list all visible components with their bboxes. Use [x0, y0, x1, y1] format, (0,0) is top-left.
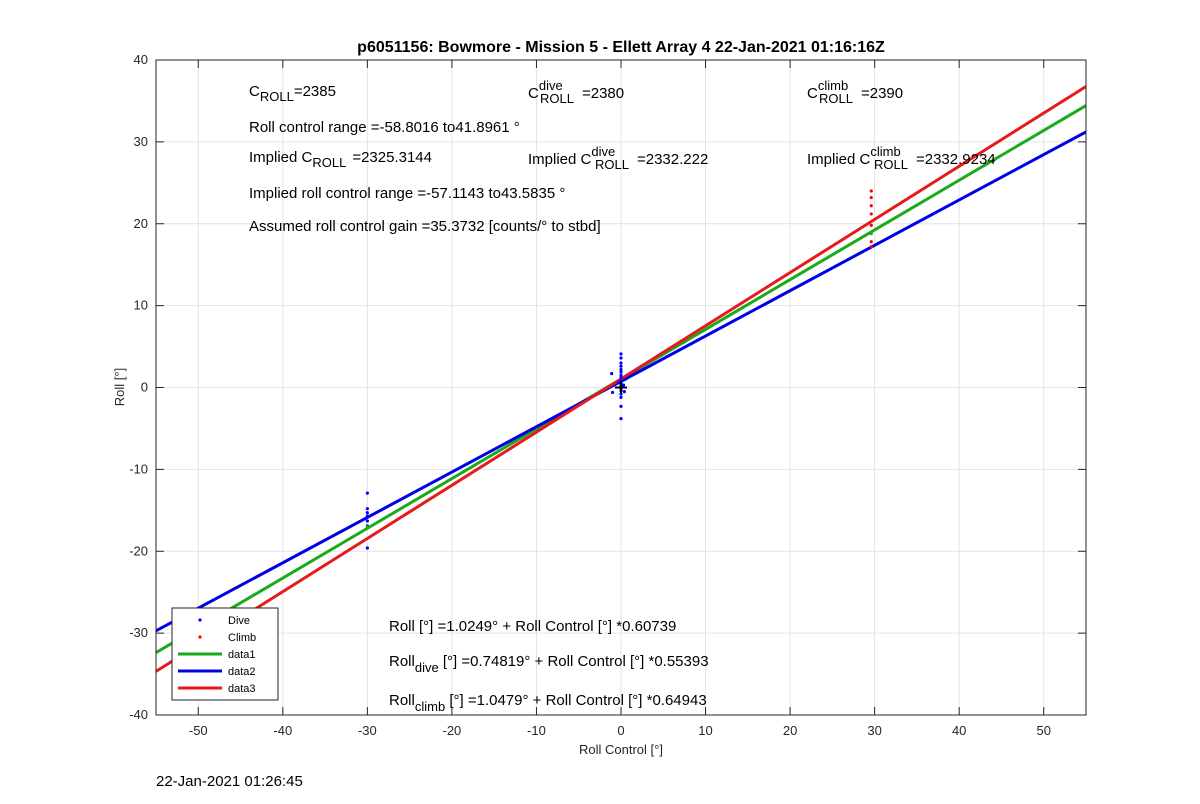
- extra-point: [365, 525, 369, 529]
- x-tick-label: 40: [952, 723, 966, 738]
- figure: -50 -40 -30 -20 -10 0 10 20 30 40 50 -40 -30 -20 -10 0 1…: [112, 39, 1087, 757]
- implied-c-climb: Implied Cclimb ROLL =2332.9234: [807, 144, 996, 172]
- legend-label-dive: Dive: [228, 615, 250, 627]
- point-dive: [619, 417, 623, 421]
- x-tick-label: -20: [443, 723, 462, 738]
- point-dive: [619, 361, 623, 365]
- point-climb: [869, 195, 873, 200]
- point-dive: [365, 514, 369, 518]
- legend-label-climb: Climb: [228, 632, 256, 644]
- point-dive: [619, 395, 623, 399]
- extra-point: [869, 231, 873, 236]
- legend-label-data2: data2: [228, 666, 256, 678]
- roll-control-range: Roll control range =-58.8016 to41.8961 °: [249, 119, 520, 136]
- roll-gain: Assumed roll control gain =35.3732 [coun…: [249, 218, 601, 235]
- x-tick-label: 50: [1036, 723, 1050, 738]
- point-dive: [365, 546, 369, 550]
- legend: Dive Climb data1 data2 data3: [171, 607, 279, 701]
- point-dive: [610, 371, 614, 376]
- x-tick-label: 0: [617, 723, 624, 738]
- implied-c-dive: Implied Cdive ROLL =2332.222: [528, 144, 708, 172]
- point-climb: [869, 189, 873, 193]
- footer-timestamp: 22-Jan-2021 01:26:45: [156, 773, 303, 790]
- point-dive: [619, 352, 623, 356]
- y-axis-label: Roll [°]: [112, 368, 127, 406]
- x-tick-label: -30: [358, 723, 377, 738]
- c-roll-annotation: CROLL=2385: [249, 83, 336, 104]
- y-tick-label: 30: [134, 134, 148, 149]
- point-dive: [619, 364, 623, 368]
- point-dive: [622, 389, 626, 394]
- point-dive: [365, 491, 369, 495]
- point-dive: [365, 519, 369, 523]
- point-dive: [365, 511, 369, 515]
- point-climb: [869, 212, 873, 216]
- y-tick-label: 0: [141, 380, 148, 395]
- point-dive: [621, 383, 626, 387]
- implied-c-roll: Implied CROLL =2325.3144: [249, 149, 432, 170]
- legend-marker-climb: [198, 635, 202, 639]
- y-tick-label: -40: [129, 707, 148, 722]
- legend-label-data1: data1: [228, 649, 256, 661]
- point-dive: [619, 370, 623, 374]
- x-tick-label: 10: [698, 723, 712, 738]
- point-dive: [619, 356, 623, 360]
- point-dive: [365, 507, 369, 511]
- y-tick-label: -30: [129, 625, 148, 640]
- legend-label-data3: data3: [228, 683, 256, 695]
- point-dive: [619, 367, 623, 372]
- tick-labels: -50 -40 -30 -20 -10 0 10 20 30 40 50 -40 -30 -20 -10 0 1…: [129, 52, 1086, 738]
- legend-marker-dive: [198, 618, 202, 622]
- x-tick-label: -10: [527, 723, 546, 738]
- y-tick-label: 40: [134, 52, 148, 67]
- implied-roll-range: Implied roll control range =-57.1143 to4…: [249, 185, 565, 202]
- equation-all: Roll [°] =1.0249° + Roll Control [°] *0.…: [389, 618, 676, 635]
- point-dive: [619, 373, 623, 377]
- y-tick-label: 10: [134, 298, 148, 313]
- point-climb: [869, 245, 873, 249]
- point-climb: [869, 204, 873, 208]
- point-dive: [619, 376, 623, 380]
- c-dive-annotation: Cdive ROLL =2380: [528, 78, 624, 106]
- c-climb-annotation: Cclimb ROLL =2390: [807, 78, 903, 106]
- point-dive: [616, 380, 621, 385]
- equation-climb: Rollclimb [°] =1.0479° + Roll Control [°…: [389, 692, 707, 714]
- point-dive: [610, 390, 615, 395]
- x-axis-label: Roll Control [°]: [579, 742, 663, 757]
- x-tick-label: -40: [273, 723, 292, 738]
- legend-box: [171, 607, 279, 701]
- point-dive: [623, 377, 627, 381]
- x-tick-label: 30: [867, 723, 881, 738]
- point-climb: [869, 240, 873, 244]
- x-tick-label: -50: [189, 723, 208, 738]
- y-tick-label: -10: [129, 461, 148, 476]
- chart-title: p6051156: Bowmore - Mission 5 - Ellett A…: [357, 39, 885, 56]
- x-tick-label: 20: [783, 723, 797, 738]
- y-tick-label: -20: [129, 543, 148, 558]
- point-dive: [619, 404, 623, 408]
- point-climb: [869, 223, 873, 227]
- y-tick-label: 20: [134, 216, 148, 231]
- equation-dive: Rolldive [°] =0.74819° + Roll Control [°…: [389, 653, 709, 675]
